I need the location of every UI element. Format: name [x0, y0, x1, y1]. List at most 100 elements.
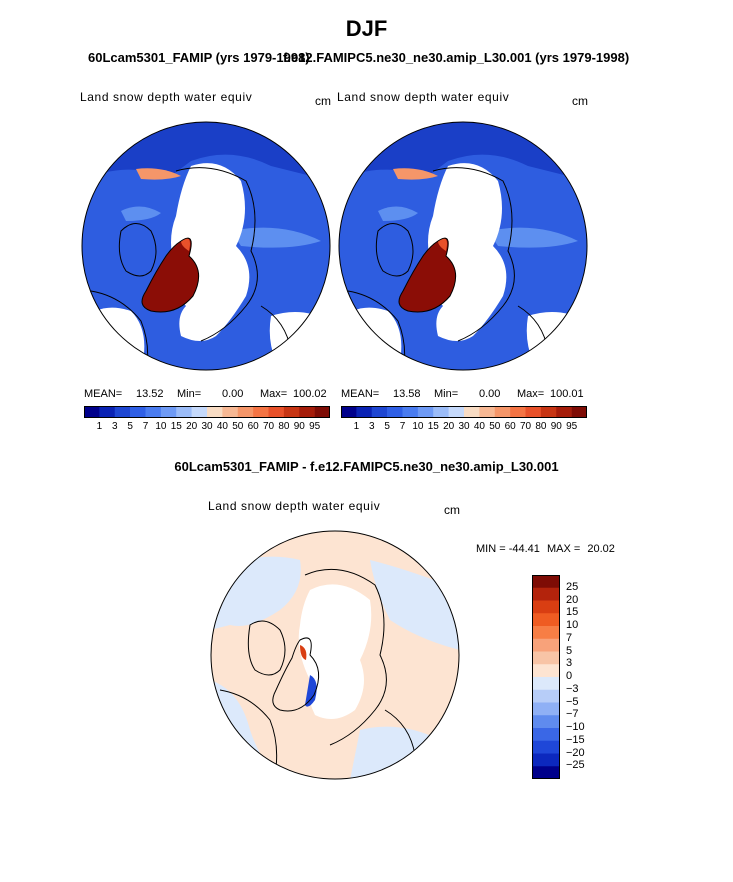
- difference-colorbar: 25 20 15 10 7 5 3 0 −3 −5 −7 −10 −15 −20 −25: [532, 575, 592, 779]
- difference-title: 60Lcam5301_FAMIP - f.e12.FAMIPC5.ne30_ne…: [174, 459, 559, 474]
- colorbar-tick-label: 5: [127, 421, 133, 432]
- colorbar-tick-label: 70: [262, 421, 275, 432]
- snow-field-light-patch: [121, 206, 161, 221]
- colorbar-tick-label: 15: [566, 606, 579, 619]
- colorbar-swatch: [160, 406, 177, 418]
- colorbar-swatch: [356, 406, 373, 418]
- colorbar-swatches: [532, 575, 560, 779]
- coastline: [219, 689, 278, 776]
- colorbar-tick-label: 50: [232, 421, 244, 432]
- colorbar-swatch: [532, 638, 560, 652]
- colorbar-tick-label: 15: [170, 421, 182, 432]
- panel2-units: cm: [572, 94, 588, 108]
- season-title: DJF: [345, 16, 388, 41]
- greenland-coastline: [141, 237, 200, 313]
- coastline: [247, 620, 286, 676]
- colorbar-swatch: [387, 406, 403, 418]
- colorbar-swatch: [314, 406, 330, 418]
- colorbar-tick-label: −25: [566, 759, 585, 772]
- colorbar-tick-label: 5: [566, 644, 573, 657]
- colorbar-tick-label: 10: [566, 619, 579, 631]
- min-label: Min=: [434, 388, 459, 400]
- colorbar-tick-label: 80: [535, 421, 547, 432]
- colorbar-swatch: [532, 677, 560, 691]
- colorbar-swatch: [191, 406, 208, 418]
- coastline: [304, 568, 387, 746]
- case2-title: f.e12.FAMIPC5.ne30_ne30.amip_L30.001 (yr…: [283, 50, 630, 65]
- negative-diff-region: [350, 726, 440, 779]
- colorbar-tick-label: 95: [309, 421, 321, 432]
- colorbar-swatches: [84, 406, 330, 418]
- greenland-high-snow: [399, 238, 456, 312]
- colorbar-tick-label: 0: [566, 670, 573, 682]
- colorbar-swatch: [532, 728, 560, 742]
- colorbar-swatch: [525, 406, 542, 418]
- colorbar-border: [532, 575, 560, 779]
- colorbar-swatch: [176, 406, 192, 418]
- panel1-units: cm: [315, 94, 331, 108]
- colorbar-tick-label: 7: [566, 631, 573, 644]
- colorbar-tick-label: 10: [155, 421, 167, 432]
- colorbar-swatch: [268, 406, 285, 418]
- coastline: [375, 223, 414, 277]
- min-value: 0.00: [222, 388, 244, 400]
- colorbar-swatch: [532, 766, 560, 779]
- min-value: 0.00: [479, 388, 501, 400]
- max-value: 100.02: [293, 388, 327, 400]
- colorbar-tick-label: 70: [519, 421, 532, 432]
- snow-free-region: [526, 312, 587, 370]
- map-boundary: [81, 121, 331, 371]
- colorbar-swatch: [479, 406, 496, 418]
- colorbar-tick-label: 5: [384, 421, 390, 432]
- greenland-high-snow: [142, 238, 199, 312]
- colorbar-tick-label: 1: [353, 421, 360, 432]
- colorbar-tick-label: 90: [293, 421, 305, 432]
- colorbar-swatch: [253, 406, 269, 418]
- colorbar-tick-label: 30: [201, 421, 213, 432]
- colorbar-swatch: [571, 406, 587, 418]
- diff-variable-label: Land snow depth water equiv: [208, 499, 381, 513]
- colorbar-swatch: [532, 600, 560, 614]
- colorbar-border: [341, 406, 587, 418]
- panel1-stats: MEAN= 13.52 Min= 0.00 Max= 100.02: [84, 388, 334, 402]
- high-snow-patch: [393, 168, 438, 180]
- colorbar-tick-label: 7: [399, 421, 406, 432]
- diff-min-max: MIN = -44.41 MAX = 20.02: [476, 543, 615, 555]
- snow-field-light-patch: [488, 227, 578, 248]
- colorbar-swatch: [532, 715, 560, 729]
- coastline: [175, 167, 258, 342]
- snow-field-light-patch: [378, 206, 418, 221]
- colorbar-swatch: [532, 753, 560, 767]
- mean-label: MEAN=: [84, 388, 123, 400]
- colorbar-swatch: [532, 689, 560, 703]
- greenland-coastline: [272, 637, 320, 712]
- colorbar-tick-label: 90: [550, 421, 562, 432]
- snow-free-region: [339, 307, 402, 370]
- colorbar-swatch: [417, 406, 434, 418]
- greenland-edge: [438, 238, 447, 251]
- map-boundary: [338, 121, 588, 371]
- colorbar-tick-label: −20: [566, 746, 585, 759]
- max-label: Max=: [260, 388, 288, 400]
- colorbar-tick-label: −3: [566, 682, 579, 695]
- colorbar-swatch: [532, 702, 560, 716]
- colorbar-tick-label: 20: [186, 421, 198, 432]
- colorbar-swatch: [237, 406, 254, 418]
- colorbar-swatch: [532, 664, 560, 678]
- colorbar-swatch: [371, 406, 388, 418]
- panel2-variable-label: Land snow depth water equiv: [337, 90, 510, 104]
- colorbar-swatch: [510, 406, 526, 418]
- panel1-colorbar: 1 3 5 7 10 15 20 30 40 50 60 70 80 90 95: [84, 406, 330, 438]
- colorbar-swatches: [341, 406, 587, 418]
- colorbar-tick-label: 40: [473, 421, 485, 432]
- colorbar-swatch: [464, 406, 480, 418]
- high-snow-patch: [136, 168, 181, 180]
- colorbar-tick-label: −7: [566, 708, 579, 721]
- colorbar-swatch: [145, 406, 162, 418]
- mean-value: 13.52: [136, 388, 164, 400]
- diff-min-label: MIN =: [476, 543, 506, 555]
- min-label: Min=: [177, 388, 202, 400]
- colorbar-tick-label: 20: [566, 593, 579, 606]
- mean-value: 13.58: [393, 388, 421, 400]
- colorbar-swatch: [341, 406, 357, 418]
